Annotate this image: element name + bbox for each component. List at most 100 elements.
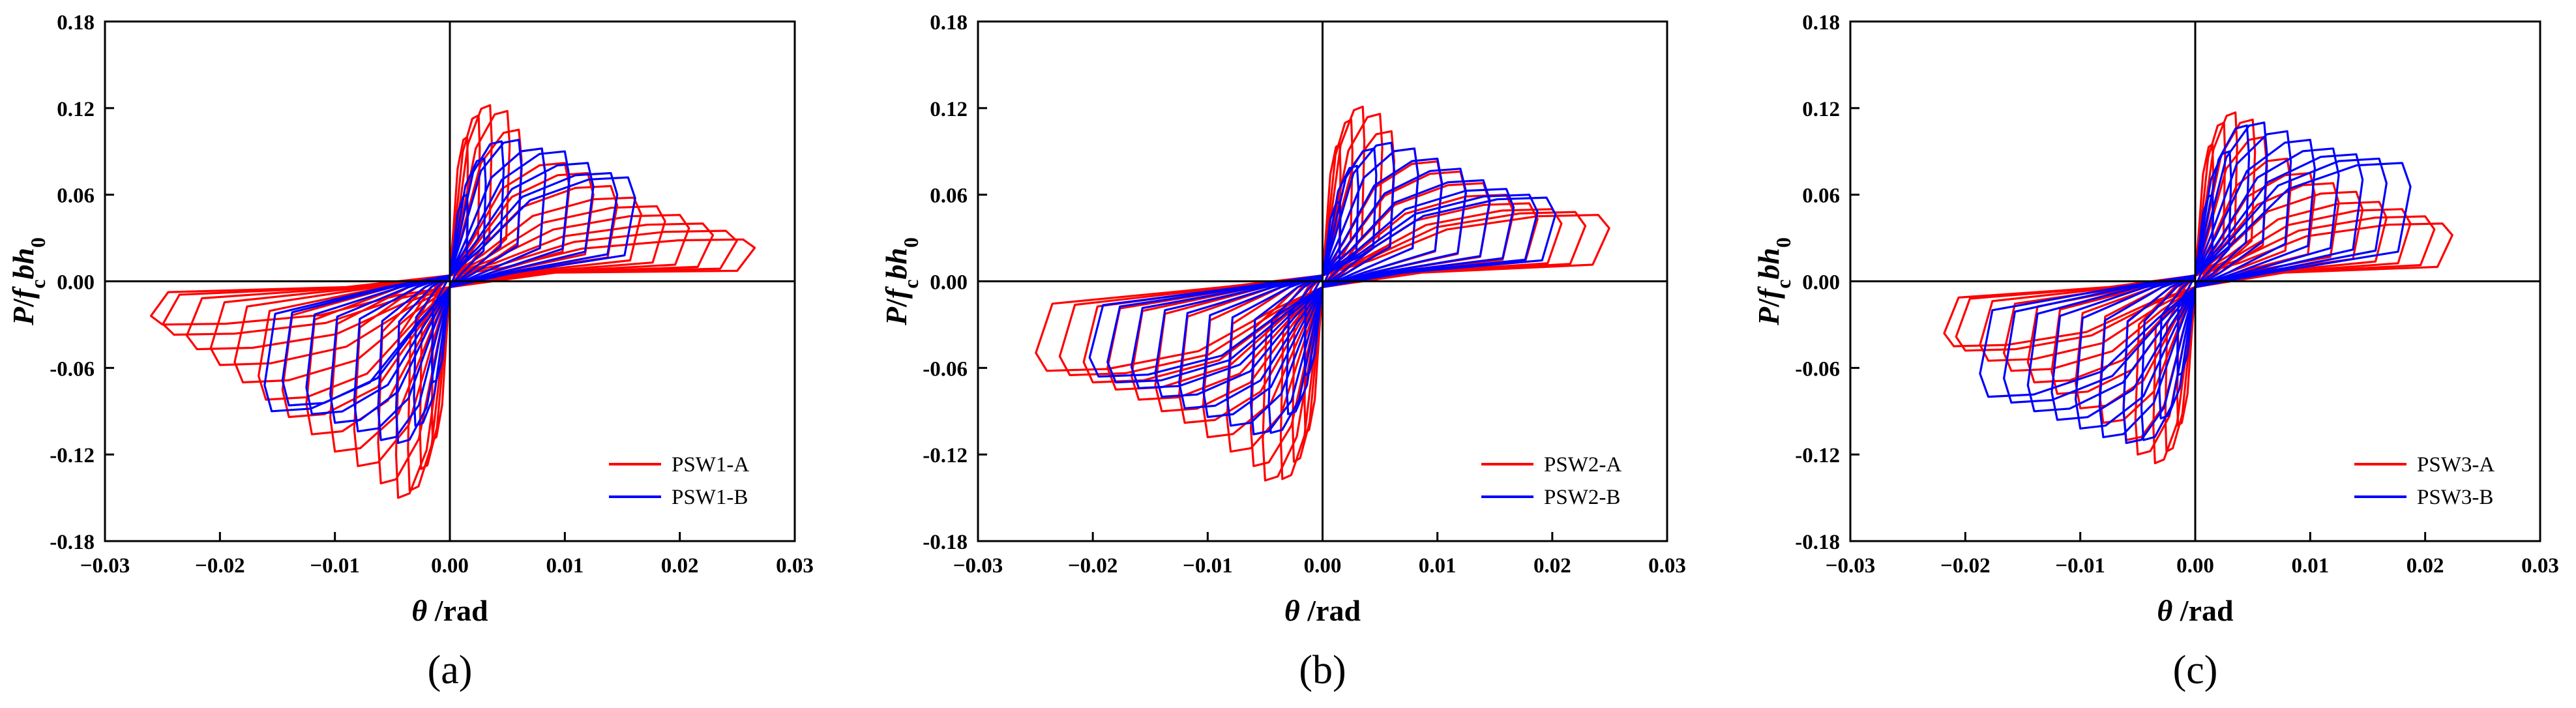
series-PSW1-A xyxy=(149,104,756,499)
legend-label: PSW2-B xyxy=(1544,486,1620,509)
hysteresis-loop-PSW3-B-cycle-3 xyxy=(2140,124,2251,441)
y-tick-label: -0.06 xyxy=(50,357,95,381)
hysteresis-loop-PSW1-B-cycle-2 xyxy=(413,157,487,427)
y-tick-label: 0.06 xyxy=(57,184,95,208)
x-tick-label: −0.03 xyxy=(80,554,130,578)
y-tick-label: -0.06 xyxy=(923,357,968,381)
hysteresis-loop-PSW3-A-cycle-3 xyxy=(2152,111,2238,465)
hysteresis-loop-PSW2-B-cycle-6 xyxy=(1202,157,1443,419)
x-tick-label: 0.03 xyxy=(776,554,814,578)
x-tick-label: −0.03 xyxy=(953,554,1003,578)
y-tick-label: 0.00 xyxy=(57,271,95,295)
y-tick-label: 0.18 xyxy=(57,11,95,35)
x-tick-label: −0.01 xyxy=(2055,554,2105,578)
x-tick-label: −0.01 xyxy=(1183,554,1233,578)
x-tick-label: 0.02 xyxy=(2406,554,2444,578)
hysteresis-loop-PSW3-B-cycle-8 xyxy=(2026,153,2364,413)
hysteresis-loop-PSW1-B-cycle-4 xyxy=(377,138,523,441)
y-tick-label: -0.12 xyxy=(923,444,968,467)
plot-area xyxy=(1943,111,2453,465)
y-tick-label: -0.06 xyxy=(1795,357,1840,381)
x-tick-label: 0.01 xyxy=(546,554,584,578)
x-tick-label: −0.02 xyxy=(195,554,245,578)
hysteresis-loop-PSW1-B-cycle-6 xyxy=(329,150,570,424)
subplot-caption: (b) xyxy=(1299,648,1346,692)
series-PSW3-B xyxy=(1979,121,2412,445)
x-tick-label: 0.03 xyxy=(1648,554,1686,578)
hysteresis-loop-PSW3-B-cycle-10 xyxy=(1979,162,2412,398)
hysteresis-loop-PSW1-B-cycle-3 xyxy=(394,140,505,445)
y-tick-label: 0.18 xyxy=(930,11,968,35)
hysteresis-loop-PSW1-A-cycle-12 xyxy=(209,214,690,366)
hysteresis-loop-PSW3-B-cycle-2 xyxy=(2158,150,2232,420)
x-tick-label: 0.00 xyxy=(2176,554,2214,578)
hysteresis-loop-PSW2-B-cycle-8 xyxy=(1154,179,1491,398)
y-tick-label: -0.18 xyxy=(1795,531,1840,554)
x-axis-title: θ /rad xyxy=(1284,594,1361,627)
hysteresis-loop-PSW2-B-cycle-7 xyxy=(1178,168,1467,409)
x-tick-label: 0.02 xyxy=(1533,554,1571,578)
hysteresis-loop-PSW3-B-cycle-9 xyxy=(2003,157,2388,404)
y-tick-label: 0.06 xyxy=(1802,184,1840,208)
panel-b: −0.03 −0.02 −0.01 0.00 0.01 0.02 0.03 0.18 0.12 0… xyxy=(880,11,1686,692)
hysteresis-loop-PSW3-A-cycle-4 xyxy=(2134,118,2257,456)
legend: PSW2-A PSW2-B xyxy=(1481,453,1621,509)
legend: PSW1-A PSW1-B xyxy=(609,453,749,509)
legend-label: PSW1-B xyxy=(672,486,748,509)
x-tick-label: 0.02 xyxy=(661,554,699,578)
x-tick-label: −0.02 xyxy=(1068,554,1118,578)
subplot-caption: (c) xyxy=(2173,648,2218,692)
x-tick-label: 0.00 xyxy=(431,554,469,578)
x-tick-label: 0.03 xyxy=(2521,554,2559,578)
y-tick-label: 0.06 xyxy=(930,184,968,208)
x-tick-label: 0.01 xyxy=(2291,554,2329,578)
y-tick-label: 0.12 xyxy=(930,98,968,121)
x-tick-label: 0.01 xyxy=(1419,554,1457,578)
subplot-caption: (a) xyxy=(428,648,473,692)
hysteresis-loop-PSW1-A-cycle-15 xyxy=(149,238,756,326)
x-tick-label: −0.01 xyxy=(310,554,360,578)
y-tick-label: 0.00 xyxy=(930,271,968,295)
y-tick-label: -0.12 xyxy=(50,444,95,467)
plot-area xyxy=(149,104,756,499)
plot-area xyxy=(1035,106,1610,482)
hysteresis-loop-PSW1-A-cycle-11 xyxy=(233,205,666,384)
hysteresis-loop-PSW2-A-cycle-4 xyxy=(1262,113,1384,482)
panel-c: −0.03 −0.02 −0.01 0.00 0.01 0.02 0.03 0.18 0.12 0… xyxy=(1752,11,2559,692)
y-tick-label: 0.12 xyxy=(57,98,95,121)
y-tick-label: -0.18 xyxy=(50,531,95,554)
y-tick-label: -0.18 xyxy=(923,531,968,554)
y-axis-title: P/fcbh0 xyxy=(880,237,923,326)
x-axis-title: θ /rad xyxy=(411,594,488,627)
hysteresis-loop-PSW2-A-cycle-14 xyxy=(1035,214,1610,372)
x-tick-label: −0.03 xyxy=(1826,554,1876,578)
y-axis-title: P/fcbh0 xyxy=(1752,237,1795,326)
hysteresis-loop-PSW1-A-cycle-4 xyxy=(394,110,511,499)
y-tick-label: 0.12 xyxy=(1802,98,1840,121)
hysteresis-loop-PSW2-B-cycle-3 xyxy=(1267,147,1378,434)
panel-a: −0.03 −0.02 −0.01 0.00 0.01 0.02 0.03 0.18 0.12 0… xyxy=(7,11,814,692)
series-PSW2-B xyxy=(1088,141,1557,435)
hysteresis-loop-PSW1-B-cycle-7 xyxy=(305,162,595,415)
hysteresis-loop-PSW1-B-cycle-5 xyxy=(353,147,547,433)
series-PSW1-B xyxy=(263,138,636,445)
x-tick-label: −0.02 xyxy=(1940,554,1991,578)
legend: PSW3-A PSW3-B xyxy=(2354,453,2495,509)
hysteresis-loop-PSW3-B-cycle-1 xyxy=(2176,194,2215,376)
x-axis-title: θ /rad xyxy=(2157,594,2234,627)
hysteresis-loop-PSW2-B-cycle-11 xyxy=(1088,196,1557,378)
legend-label: PSW3-B xyxy=(2417,486,2493,509)
legend-label: PSW3-A xyxy=(2417,453,2495,477)
legend-label: PSW1-A xyxy=(672,453,749,477)
hysteresis-loop-PSW2-B-cycle-5 xyxy=(1226,147,1419,427)
y-tick-label: 0.18 xyxy=(1802,11,1840,35)
y-tick-label: 0.00 xyxy=(1802,271,1840,295)
hysteresis-loop-PSW2-B-cycle-4 xyxy=(1250,141,1395,435)
y-axis-title: P/fcbh0 xyxy=(7,237,50,326)
x-tick-label: 0.00 xyxy=(1304,554,1342,578)
hysteresis-loop-PSW1-B-cycle-9 xyxy=(263,176,636,413)
legend-label: PSW2-A xyxy=(1544,453,1621,477)
y-tick-label: -0.12 xyxy=(1795,444,1840,467)
